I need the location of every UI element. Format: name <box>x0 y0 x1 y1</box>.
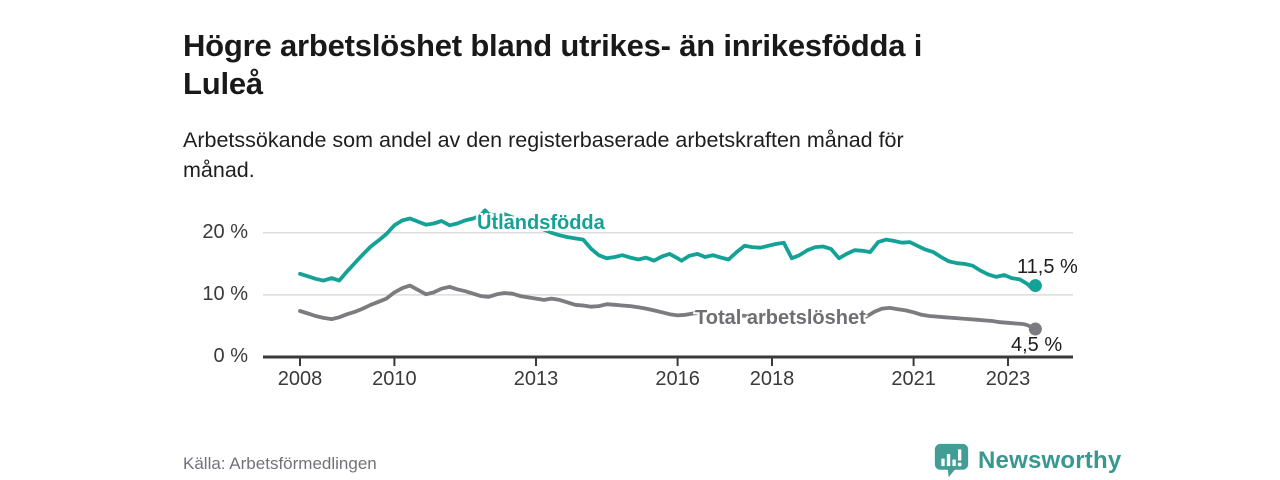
page-title: Högre arbetslöshet bland utrikes- än inr… <box>183 27 1143 103</box>
title-line-1: Högre arbetslöshet bland utrikes- än inr… <box>183 27 923 63</box>
end-dot-total <box>1028 322 1042 336</box>
x-tick-label: 2016 <box>655 368 700 390</box>
x-axis <box>263 355 1073 366</box>
y-tick-label: 20 % <box>202 220 248 243</box>
subtitle-line-1: Arbetssökande som andel av den registerb… <box>183 127 904 152</box>
series-line-total <box>298 283 1038 332</box>
series-label-total-arbetsloshet: Total arbetslöshet <box>695 307 866 329</box>
y-tick-label: 10 % <box>202 282 248 305</box>
x-tick-label: 2021 <box>891 368 936 390</box>
series-line-utlandsfodda <box>298 208 1038 291</box>
series-lines <box>298 208 1038 332</box>
x-tick-label: 2013 <box>513 368 559 390</box>
series-label-utlandsfodda: Utlandsfödda <box>477 212 605 234</box>
x-tick-label: 2008 <box>277 368 323 390</box>
subtitle-line-2: månad. <box>183 157 255 182</box>
gridlines <box>263 232 1073 296</box>
y-tick-label: 0 % <box>213 345 248 367</box>
source-attribution: Källa: Arbetsförmedlingen <box>183 454 377 473</box>
bar-chart-speech-bubble-icon <box>934 443 969 478</box>
end-dot-utlandsfodda <box>1028 279 1042 293</box>
end-value-label-total: 4,5 % <box>1011 334 1063 356</box>
end-value-label-utlandsfodda: 11,5 % <box>1017 256 1078 278</box>
brand-wordmark: Newsworthy <box>978 446 1122 474</box>
x-tick-label: 2023 <box>985 368 1031 390</box>
series-end-dots <box>1028 279 1042 336</box>
x-tick-label: 2010 <box>372 368 417 390</box>
newsworthy-logo[interactable]: Newsworthy <box>933 442 1121 479</box>
chart-subtitle: Arbetssökande som andel av den registerb… <box>183 125 1143 185</box>
title-line-2: Luleå <box>183 65 263 101</box>
x-tick-label: 2018 <box>749 368 795 390</box>
